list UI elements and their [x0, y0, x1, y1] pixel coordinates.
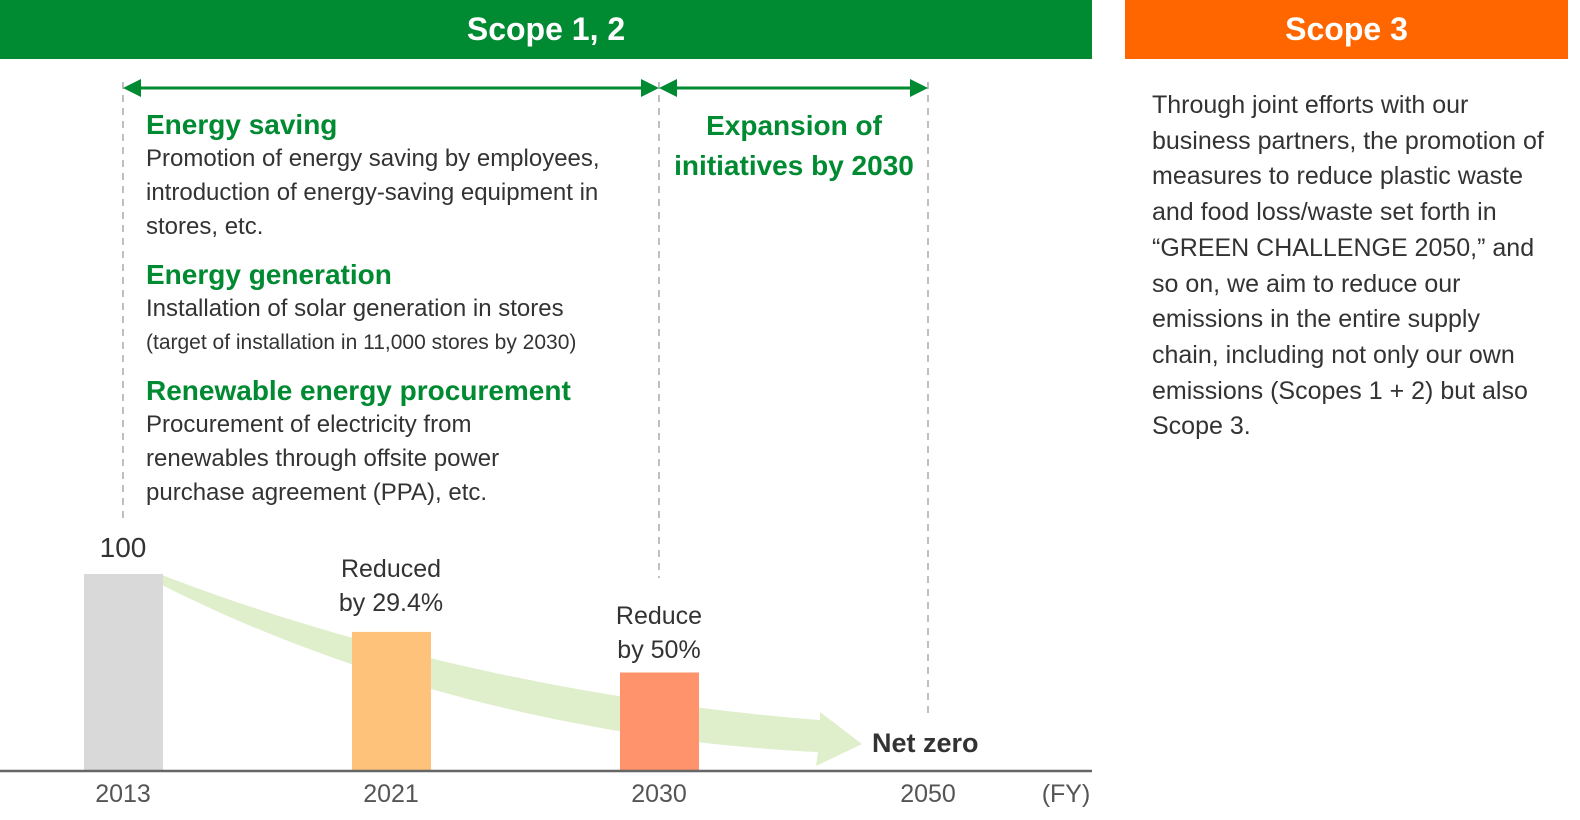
bar-label-2021: Reduced by 29.4% [338, 555, 444, 617]
trend-arrow [162, 575, 862, 766]
bar-label-2013: 100 [99, 532, 147, 563]
scope-1-2-title: Scope 1, 2 [466, 11, 626, 47]
initiative-title: Renewable energy procurement [146, 375, 571, 406]
initiative-note: (target of installation in 11,000 stores… [146, 331, 577, 354]
diagram-graphics [0, 79, 1092, 773]
scope-3-header: Scope 3 [1125, 0, 1568, 59]
initiative-title: Energy generation [146, 259, 392, 290]
year-label: 2013 [95, 780, 151, 808]
initiative-body: Procurement of electricity from renewabl… [146, 411, 500, 506]
year-label: 2030 [631, 780, 687, 808]
scope-1-2-header: Scope 1, 2 [0, 0, 1092, 59]
year-label: 2021 [363, 780, 419, 808]
bar-label-2030: Reduce by 50% [615, 602, 703, 664]
expansion-title: Expansion of initiatives by 2030 [674, 110, 914, 181]
bar-2013 [84, 574, 163, 771]
scope-3-title: Scope 3 [1285, 11, 1408, 47]
axis-unit: (FY) [1041, 780, 1091, 808]
bar-2030 [620, 672, 699, 771]
initiative-title: Energy saving [146, 109, 338, 140]
initiative-body: Promotion of energy saving by employees,… [146, 145, 600, 240]
initiative-body: Installation of solar generation in stor… [146, 295, 564, 322]
year-label: 2050 [900, 780, 956, 808]
range-arrow-to-2030 [123, 79, 659, 97]
bar-2021 [352, 631, 431, 771]
range-arrow-to-2050 [659, 79, 928, 97]
net-zero-label: Net zero [872, 728, 979, 758]
scope-3-description: Through joint efforts with our business … [1152, 91, 1544, 441]
